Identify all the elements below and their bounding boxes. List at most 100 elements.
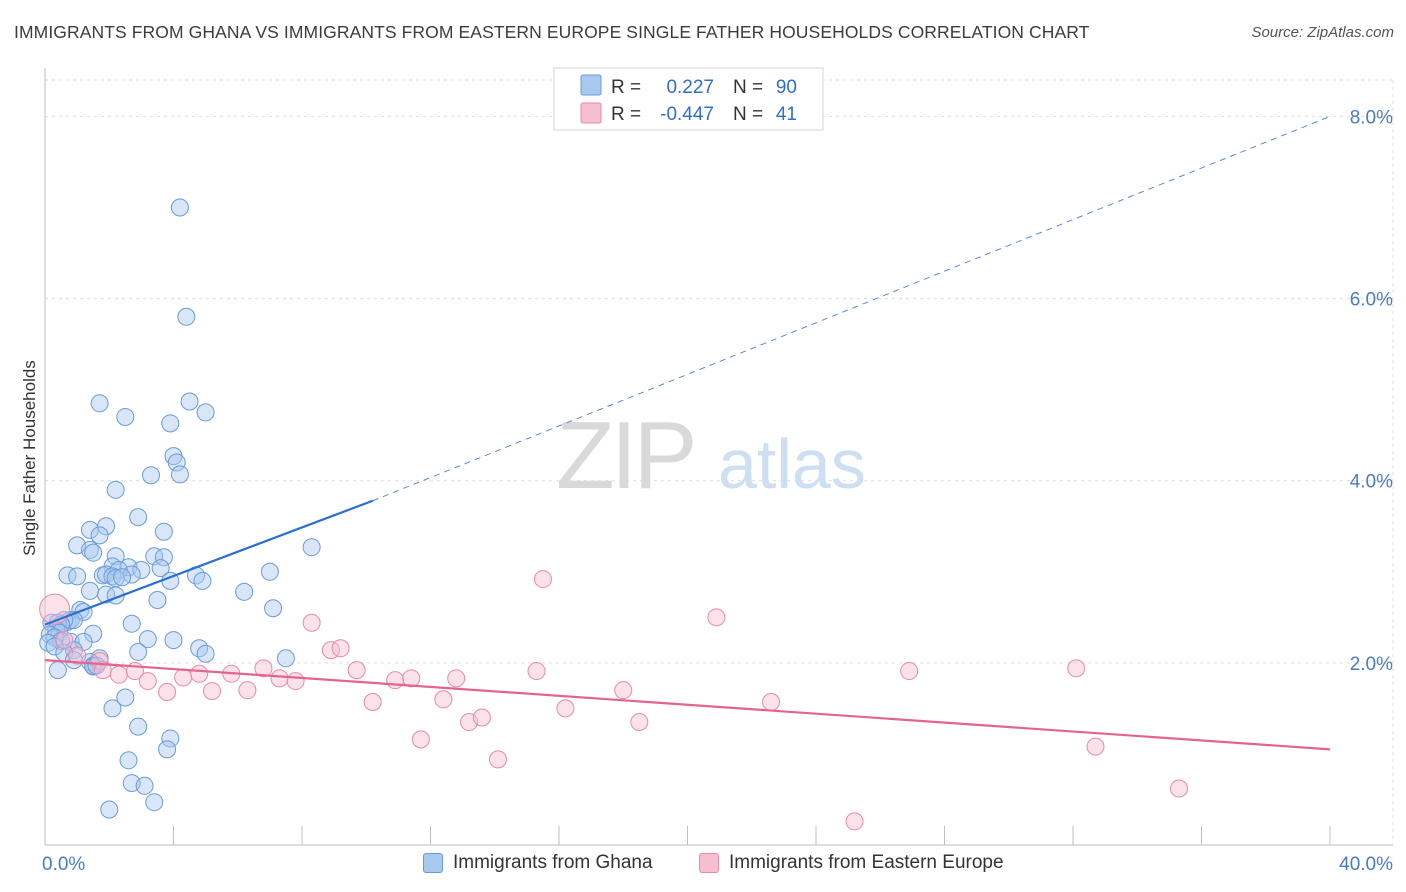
ghana-point-19 bbox=[84, 543, 103, 562]
ghana-point-31 bbox=[103, 567, 122, 586]
legend-n-label-2: N = bbox=[733, 104, 763, 125]
eastern-europe-point-17 bbox=[302, 613, 321, 632]
eastern-europe-point-11 bbox=[203, 682, 222, 701]
y-tick-label-3: 8.0% bbox=[1350, 107, 1393, 128]
ghana-point-3 bbox=[180, 392, 199, 411]
ghana-point-8 bbox=[167, 453, 186, 472]
legend-r-label-1: R = bbox=[611, 77, 641, 98]
ghana-point-61 bbox=[138, 630, 157, 649]
ghana-point-67 bbox=[45, 637, 64, 656]
eastern-europe-point-40 bbox=[1086, 737, 1105, 756]
eastern-europe-point-16 bbox=[286, 672, 305, 691]
eastern-europe-point-39 bbox=[1067, 659, 1086, 678]
ghana-point-84 bbox=[129, 717, 148, 736]
ghana-point-22 bbox=[154, 548, 173, 567]
legend-n-value-2: 41 bbox=[776, 104, 797, 125]
legend-n-value-1: 90 bbox=[776, 77, 797, 98]
eastern-europe-point-19 bbox=[331, 639, 350, 658]
y-axis-label: Single Father Households bbox=[20, 360, 39, 556]
watermark-atlas: atlas bbox=[718, 425, 866, 503]
ghana-point-4 bbox=[116, 407, 135, 426]
ghana-point-78 bbox=[264, 599, 283, 618]
x-tick-label-min: 0.0% bbox=[42, 854, 85, 875]
eastern-europe-point-13 bbox=[238, 681, 257, 700]
ghana-trend-line bbox=[44, 499, 374, 626]
ghana-point-12 bbox=[129, 508, 148, 527]
ghana-point-62 bbox=[164, 631, 183, 650]
ghana-point-9 bbox=[142, 466, 161, 485]
ghana-point-90 bbox=[145, 793, 164, 812]
ghana-point-85 bbox=[161, 729, 180, 748]
legend-swatch-eastern-europe-bottom bbox=[699, 853, 719, 873]
axes bbox=[44, 68, 1393, 846]
eastern-europe-point-25 bbox=[434, 690, 453, 709]
ghana-point-74 bbox=[129, 642, 148, 661]
ghana-point-46 bbox=[71, 601, 90, 620]
legend-r-value-1: 0.227 bbox=[666, 77, 714, 98]
ghana-point-25 bbox=[132, 560, 151, 579]
stats-legend: R = 0.227 N = 90 R = -0.447 N = 41 bbox=[553, 67, 824, 131]
ghana-point-0 bbox=[170, 198, 189, 217]
eastern-europe-point-36 bbox=[762, 693, 781, 712]
ghana-point-11 bbox=[106, 480, 125, 499]
eastern-europe-point-1 bbox=[55, 631, 74, 650]
ghana-point-87 bbox=[119, 751, 138, 770]
series-eastern-europe-points bbox=[39, 570, 1189, 831]
ghana-point-45 bbox=[235, 582, 254, 601]
series-ghana-points bbox=[39, 198, 321, 819]
ghana-point-44 bbox=[148, 591, 167, 610]
eastern-europe-point-29 bbox=[488, 750, 507, 769]
ghana-point-5 bbox=[196, 403, 215, 422]
eastern-europe-point-24 bbox=[411, 730, 430, 749]
ghana-point-79 bbox=[48, 661, 67, 680]
legend-item-eastern-europe: Immigrants from Eastern Europe bbox=[699, 852, 1004, 874]
y-tick-label-2: 6.0% bbox=[1350, 290, 1393, 311]
ghana-point-89 bbox=[135, 776, 154, 795]
y-tick-label-1: 4.0% bbox=[1350, 472, 1393, 493]
eastern-europe-point-32 bbox=[556, 699, 575, 718]
ghana-point-35 bbox=[68, 567, 87, 586]
eastern-europe-point-28 bbox=[472, 708, 491, 727]
legend-item-ghana: Immigrants from Ghana bbox=[423, 852, 653, 874]
eastern-europe-trend-line bbox=[44, 659, 1331, 751]
ghana-point-10 bbox=[170, 465, 189, 484]
eastern-europe-point-37 bbox=[845, 812, 864, 831]
ghana-point-37 bbox=[302, 538, 321, 557]
eastern-europe-point-35 bbox=[707, 608, 726, 627]
eastern-europe-point-21 bbox=[363, 693, 382, 712]
eastern-europe-point-20 bbox=[347, 661, 366, 680]
watermark: ZIP atlas bbox=[556, 402, 866, 509]
ghana-point-20 bbox=[106, 547, 125, 566]
ghana-point-1 bbox=[177, 307, 196, 326]
ghana-point-41 bbox=[80, 581, 99, 600]
eastern-europe-point-10 bbox=[190, 664, 209, 683]
eastern-europe-point-14 bbox=[254, 659, 273, 678]
ghana-point-2 bbox=[90, 394, 109, 413]
ghana-point-91 bbox=[100, 800, 119, 819]
ghana-point-21 bbox=[145, 547, 164, 566]
legend-label-ghana: Immigrants from Ghana bbox=[453, 852, 653, 873]
eastern-europe-point-5 bbox=[109, 665, 128, 684]
ghana-point-26 bbox=[151, 559, 170, 578]
legend-n-label-1: N = bbox=[733, 77, 763, 98]
eastern-europe-point-41 bbox=[1170, 779, 1189, 798]
eastern-europe-point-7 bbox=[138, 672, 157, 691]
ghana-point-77 bbox=[276, 649, 295, 668]
ghana-point-40 bbox=[193, 571, 212, 590]
eastern-europe-point-30 bbox=[527, 662, 546, 681]
source-label: Source: ZipAtlas.com bbox=[1251, 24, 1394, 41]
ghana-point-82 bbox=[116, 688, 135, 707]
ghana-point-14 bbox=[97, 517, 116, 536]
eastern-europe-point-2 bbox=[68, 646, 87, 665]
trend-lines bbox=[44, 115, 1331, 751]
ghana-point-38 bbox=[260, 562, 279, 581]
ghana-point-15 bbox=[90, 526, 109, 545]
eastern-europe-point-34 bbox=[630, 713, 649, 732]
tick-labels: 2.0% 4.0% 6.0% 8.0% 0.0% 40.0% bbox=[42, 107, 1393, 875]
eastern-europe-point-38 bbox=[900, 662, 919, 681]
eastern-europe-point-26 bbox=[447, 669, 466, 688]
eastern-europe-point-8 bbox=[158, 683, 177, 701]
chart-title: IMMIGRANTS FROM GHANA VS IMMIGRANTS FROM… bbox=[14, 22, 1090, 42]
ghana-point-76 bbox=[196, 644, 215, 663]
